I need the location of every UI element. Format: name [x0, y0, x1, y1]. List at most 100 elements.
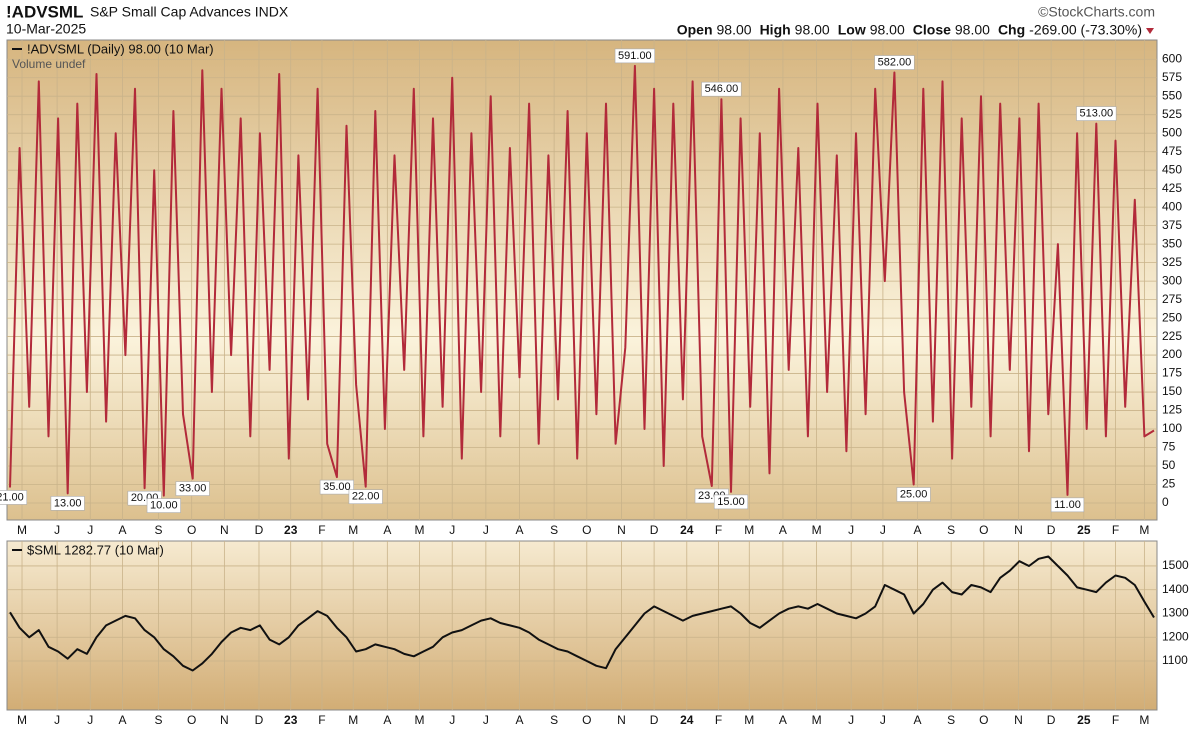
y-tick-label: 150: [1162, 384, 1182, 398]
value-label: 546.00: [705, 83, 739, 95]
y-tick-label: 375: [1162, 218, 1182, 232]
x-tick-label: D: [650, 523, 659, 537]
x-tick-label: J: [880, 713, 886, 727]
x-tick-label: J: [87, 523, 93, 537]
legend-text: !ADVSML (Daily) 98.00 (10 Mar): [27, 41, 214, 56]
y-tick-label: 1300: [1162, 606, 1189, 620]
quote-value: 98.00: [955, 22, 990, 38]
y-tick-label: 250: [1162, 310, 1182, 324]
x-tick-label: M: [17, 713, 27, 727]
x-tick-label: A: [118, 713, 126, 727]
value-label-box: [348, 489, 383, 505]
y-tick-label: 475: [1162, 144, 1182, 158]
x-tick-label: A: [118, 523, 126, 537]
symbol: !ADVSML: [6, 2, 83, 21]
value-label-box: [146, 498, 181, 513]
x-tick-label: 25: [1077, 713, 1091, 727]
data-line: [9, 64, 1155, 497]
legend-text: $SML 1282.77 (10 Mar): [27, 542, 164, 557]
x-tick-label: J: [848, 713, 854, 727]
symbol-name: S&P Small Cap Advances INDX: [90, 4, 289, 20]
quote-label: Open: [677, 22, 713, 38]
x-tick-label: S: [550, 713, 558, 727]
x-tick-label: F: [318, 713, 325, 727]
y-tick-label: 275: [1162, 292, 1182, 306]
value-label-box: [614, 48, 656, 64]
x-tick-label: N: [220, 523, 229, 537]
value-label-box: [175, 481, 210, 496]
down-marker: [1146, 28, 1154, 34]
y-tick-label: 175: [1162, 366, 1182, 380]
x-tick-label: M: [348, 523, 358, 537]
x-tick-label: O: [187, 713, 196, 727]
quote-value: 98.00: [870, 22, 905, 38]
x-tick-label: S: [550, 523, 558, 537]
value-label-box: [713, 494, 749, 510]
x-tick-label: J: [449, 523, 455, 537]
y-tick-label: 400: [1162, 199, 1182, 213]
x-tick-label: D: [255, 523, 264, 537]
quote-value: -269.00 (-73.30%): [1029, 22, 1142, 38]
bottom-panel: [6, 540, 1158, 711]
x-tick-label: S: [947, 523, 955, 537]
quote-label: Low: [838, 22, 866, 38]
x-tick-label: A: [383, 523, 391, 537]
y-tick-label: 450: [1162, 162, 1182, 176]
x-tick-label: M: [1139, 523, 1149, 537]
x-tick-label: A: [779, 713, 787, 727]
x-tick-label: A: [779, 523, 787, 537]
x-tick-label: F: [318, 523, 325, 537]
date: 10-Mar-2025: [6, 21, 86, 37]
x-tick-label: O: [979, 523, 988, 537]
y-tick-label: 525: [1162, 107, 1182, 121]
y-tick-label: 300: [1162, 273, 1182, 287]
x-tick-label: N: [1014, 713, 1023, 727]
value-label: 11.00: [1054, 499, 1081, 511]
x-tick-label: O: [582, 713, 591, 727]
x-tick-label: A: [516, 523, 524, 537]
x-tick-label: N: [617, 523, 626, 537]
value-label: 13.00: [54, 497, 82, 509]
x-tick-label: J: [87, 713, 93, 727]
x-tick-label: M: [812, 523, 822, 537]
x-tick-label: M: [415, 713, 425, 727]
y-tick-label: 550: [1162, 88, 1182, 102]
x-tick-label: O: [979, 713, 988, 727]
quote-value: 98.00: [795, 22, 830, 38]
value-label: 33.00: [179, 482, 207, 494]
x-tick-label: F: [1112, 523, 1119, 537]
legend-subtitle: Volume undef: [12, 57, 86, 71]
value-label-box: [50, 496, 85, 511]
y-tick-label: 600: [1162, 51, 1182, 65]
y-tick-label: 1500: [1162, 558, 1189, 572]
quote-label: Chg: [998, 22, 1025, 38]
value-label-box: [0, 490, 28, 505]
y-tick-label: 500: [1162, 125, 1182, 139]
y-tick-label: 125: [1162, 403, 1182, 417]
x-tick-label: J: [54, 523, 60, 537]
y-tick-label: 225: [1162, 329, 1182, 343]
y-tick-label: 1100: [1162, 653, 1188, 667]
y-tick-label: 200: [1162, 347, 1182, 361]
value-label: 15.00: [717, 496, 745, 508]
x-tick-label: F: [1112, 713, 1119, 727]
x-tick-label: M: [415, 523, 425, 537]
x-tick-label: J: [848, 523, 854, 537]
x-tick-label: A: [914, 523, 922, 537]
value-label: 21.00: [0, 491, 24, 503]
value-label-box: [1050, 497, 1085, 513]
x-tick-label: J: [880, 523, 886, 537]
x-tick-label: 23: [284, 713, 298, 727]
x-tick-label: D: [650, 713, 659, 727]
x-tick-label: 25: [1077, 523, 1091, 537]
quote-label: Close: [913, 22, 951, 38]
x-tick-label: J: [54, 713, 60, 727]
x-tick-label: M: [744, 713, 754, 727]
x-tick-label: M: [17, 523, 27, 537]
x-tick-label: F: [715, 523, 722, 537]
y-tick-label: 350: [1162, 236, 1182, 250]
value-label: 582.00: [878, 56, 912, 68]
quote: Open 98.00 High 98.00 Low 98.00 Close 98.00 Chg -…: [677, 22, 1142, 38]
x-tick-label: N: [1014, 523, 1023, 537]
